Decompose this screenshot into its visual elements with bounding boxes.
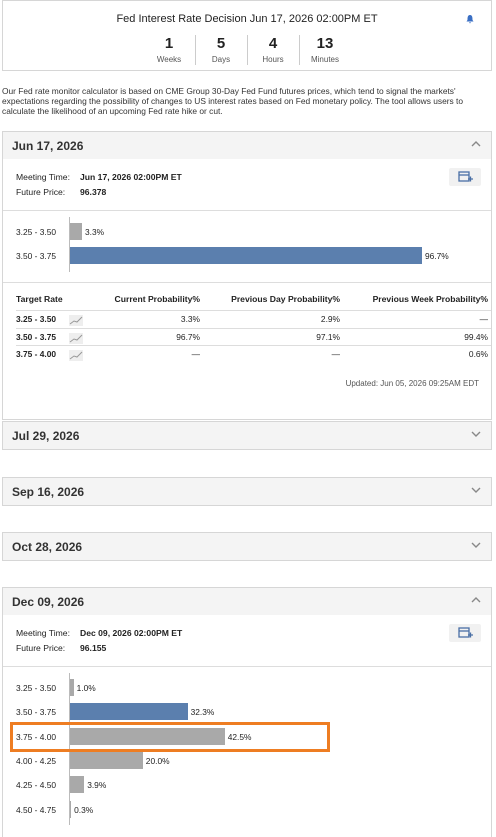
panel-header[interactable]: Sep 16, 2026 (3, 478, 491, 505)
probability-bar (70, 223, 82, 240)
axis-line (69, 217, 70, 272)
highlight-box (10, 722, 330, 752)
divider (299, 35, 300, 65)
bar-label: 1.0% (76, 683, 96, 693)
panel-header[interactable]: Jul 29, 2026 (3, 422, 491, 449)
rate-range: 4.50 - 4.75 (16, 804, 57, 815)
meeting-panel: Jun 17, 2026 Meeting Time: Jun 17, 2026 02… (2, 131, 492, 420)
countdown-unit: Weeks (156, 55, 182, 64)
table-cell: — (331, 349, 340, 359)
bar-label: 20.0% (145, 755, 170, 766)
bar-label: 42.5% (227, 731, 252, 742)
table-cell: 3.25 - 3.50 (16, 314, 57, 324)
table-cell: — (191, 349, 200, 359)
rate-range: 4.00 - 4.25 (16, 755, 57, 766)
column-header: Target Rate (16, 294, 63, 304)
meeting-date: Oct 28, 2026 (12, 540, 83, 554)
meeting-time-label: Meeting Time: (16, 628, 70, 638)
meeting-date: Dec 09, 2026 (12, 595, 85, 609)
probability-bar (70, 727, 225, 745)
table-cell: — (479, 314, 488, 324)
add-calendar-button[interactable] (449, 168, 481, 186)
rate-range: 3.50 - 3.75 (16, 251, 57, 262)
meeting-time: Jun 17, 2026 02:00PM ET (80, 172, 182, 182)
row-line (16, 310, 491, 311)
rate-range: 3.50 - 3.75 (16, 707, 57, 718)
toggle-chevron[interactable] (471, 541, 481, 549)
countdown-value: 5 (216, 35, 226, 52)
table-cell: 99.4% (464, 331, 488, 342)
trend-icon[interactable] (69, 348, 83, 361)
rate-range: 3.75 - 4.00 (16, 731, 57, 742)
panel-header[interactable]: Oct 28, 2026 (3, 533, 491, 560)
separator (3, 282, 491, 283)
countdown-value: 13 (316, 35, 334, 52)
countdown-unit: Days (211, 55, 231, 64)
future-price-label: Future Price: (16, 187, 66, 197)
meeting-time-label: Meeting Time: (16, 172, 70, 182)
countdown-unit: Minutes (310, 55, 339, 64)
updated-time: Updated: Jun 05, 2026 09:25AM EDT (345, 379, 479, 388)
row-line (16, 345, 491, 346)
panel-header[interactable]: Dec 09, 2026 (3, 588, 491, 615)
meeting-time: Dec 09, 2026 02:00PM ET (80, 628, 183, 638)
bar-label: 3.9% (87, 780, 107, 791)
table-cell: 3.3% (180, 314, 200, 324)
rate-range: 3.25 - 3.50 (16, 683, 57, 693)
trend-icon[interactable] (69, 331, 83, 344)
future-price: 96.155 (80, 643, 107, 653)
bar-label: 3.3% (85, 227, 105, 237)
countdown-value: 1 (164, 35, 174, 52)
future-price: 96.378 (80, 187, 107, 197)
divider (195, 35, 196, 65)
column-header: Previous Week Probability% (372, 294, 488, 304)
bar-label: 0.3% (74, 804, 94, 815)
countdown-value: 4 (268, 35, 278, 52)
row-line (16, 327, 491, 329)
panel-header[interactable]: Jun 17, 2026 (3, 132, 491, 159)
table-cell: 3.75 - 4.00 (16, 349, 57, 359)
table-cell: 97.1% (316, 331, 340, 342)
table-cell: 0.6% (468, 349, 488, 359)
separator (3, 666, 491, 667)
probability-bar (70, 800, 72, 818)
probability-bar (70, 751, 143, 769)
header-title: Fed Interest Rate Decision Jun 17, 2026 … (116, 13, 378, 25)
meeting-panel: Oct 28, 2026 (2, 532, 492, 561)
countdown-unit: Hours (262, 55, 284, 64)
toggle-chevron[interactable] (471, 430, 481, 438)
bar-label: 32.3% (190, 707, 215, 718)
rate-range: 4.25 - 4.50 (16, 780, 57, 791)
meeting-date: Jun 17, 2026 (12, 139, 84, 153)
table-cell: 3.50 - 3.75 (16, 331, 57, 342)
description: Our Fed rate monitor calculator is based… (2, 86, 464, 116)
axis-line (69, 673, 70, 825)
meeting-date: Sep 16, 2026 (12, 485, 85, 499)
probability-bar (70, 679, 74, 696)
toggle-chevron[interactable] (471, 486, 481, 494)
meeting-panel: Dec 09, 2026 Meeting Time: Dec 09, 2026 02… (2, 587, 492, 837)
table-cell: 2.9% (320, 314, 340, 324)
divider (247, 35, 248, 65)
meeting-panel: Jul 29, 2026 (2, 421, 492, 450)
future-price-label: Future Price: (16, 643, 66, 653)
probability-bar (70, 703, 188, 721)
countdown-box: Fed Interest Rate Decision Jun 17, 2026 … (2, 0, 492, 71)
column-header: Current Probability% (114, 294, 200, 304)
meeting-panel: Sep 16, 2026 (2, 477, 492, 506)
probability-bar (70, 776, 85, 794)
toggle-chevron[interactable] (471, 596, 481, 604)
add-calendar-button[interactable] (449, 624, 481, 642)
table-cell: 96.7% (176, 331, 200, 342)
bar-label: 96.7% (424, 251, 449, 262)
toggle-chevron[interactable] (471, 140, 481, 148)
meeting-date: Jul 29, 2026 (12, 429, 80, 443)
probability-bar (70, 247, 422, 265)
column-header: Previous Day Probability% (231, 294, 340, 304)
separator (3, 210, 491, 211)
alert-bell[interactable] (465, 14, 475, 24)
trend-icon[interactable] (69, 313, 83, 326)
rate-range: 3.25 - 3.50 (16, 227, 57, 237)
